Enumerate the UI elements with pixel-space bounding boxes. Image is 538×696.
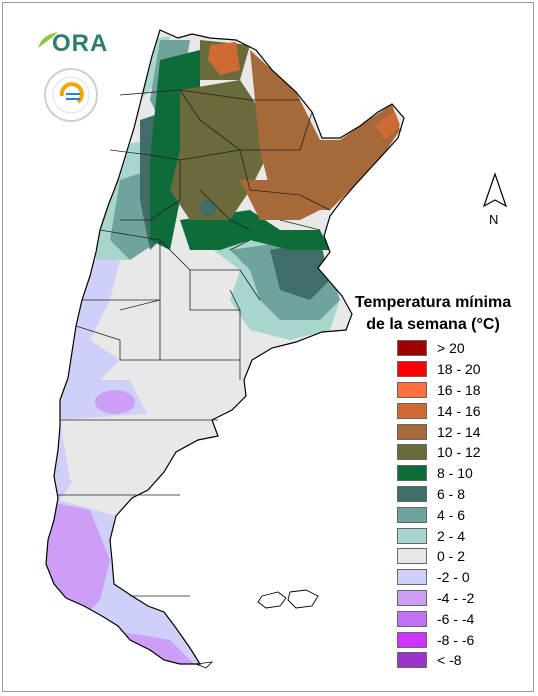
- legend-swatch: [397, 340, 427, 357]
- legend-label: 8 - 10: [437, 465, 473, 482]
- ora-logo-text: ORA: [52, 30, 109, 57]
- legend-label: 4 - 6: [437, 506, 466, 523]
- smn-seal-icon: [44, 68, 98, 122]
- legend-swatch: [397, 548, 427, 565]
- legend: > 20 18 - 20 16 - 18 14 - 16 12 - 14 10 - 12 8…: [397, 338, 481, 671]
- legend-label: -4 - -2: [437, 589, 475, 606]
- legend-label: 18 - 20: [437, 361, 481, 378]
- legend-swatch: [397, 506, 427, 523]
- legend-item: 12 - 14: [397, 421, 481, 442]
- legend-item: 4 - 6: [397, 504, 481, 525]
- legend-label: < -8: [437, 652, 462, 669]
- legend-item: > 20: [397, 338, 481, 359]
- legend-swatch: [397, 589, 427, 606]
- legend-swatch: [397, 402, 427, 419]
- legend-swatch: [397, 610, 427, 627]
- legend-swatch: [397, 444, 427, 461]
- legend-label: 0 - 2: [437, 548, 466, 565]
- north-arrow-icon: [482, 172, 508, 208]
- legend-swatch: [397, 423, 427, 440]
- legend-swatch: [397, 631, 427, 648]
- legend-swatch: [397, 569, 427, 586]
- legend-label: 10 - 12: [437, 444, 481, 461]
- malvinas-islands: [257, 589, 319, 609]
- legend-item: 10 - 12: [397, 442, 481, 463]
- legend-title-line2: de la semana (°C): [366, 316, 500, 333]
- legend-item: 14 - 16: [397, 400, 481, 421]
- north-label: N: [489, 212, 499, 227]
- legend-item: -2 - 0: [397, 567, 481, 588]
- legend-label: 6 - 8: [437, 485, 466, 502]
- legend-label: 12 - 14: [437, 423, 481, 440]
- legend-label: 2 - 4: [437, 527, 466, 544]
- legend-item: 8 - 10: [397, 463, 481, 484]
- legend-item: < -8: [397, 650, 481, 671]
- legend-label: 14 - 16: [437, 402, 481, 419]
- legend-swatch: [397, 361, 427, 378]
- legend-label: -6 - -4: [437, 610, 475, 627]
- legend-item: 16 - 18: [397, 380, 481, 401]
- legend-item: -6 - -4: [397, 608, 481, 629]
- legend-item: 2 - 4: [397, 525, 481, 546]
- legend-title-line1: Temperatura mínima: [354, 294, 512, 311]
- legend-label: -8 - -6: [437, 631, 475, 648]
- legend-label: > 20: [437, 340, 465, 357]
- legend-label: -2 - 0: [437, 569, 470, 586]
- legend-swatch: [397, 652, 427, 669]
- legend-swatch: [397, 485, 427, 502]
- legend-swatch: [397, 381, 427, 398]
- legend-label: 16 - 18: [437, 381, 481, 398]
- legend-item: 6 - 8: [397, 484, 481, 505]
- legend-item: -8 - -6: [397, 629, 481, 650]
- legend-swatch: [397, 465, 427, 482]
- legend-item: 0 - 2: [397, 546, 481, 567]
- legend-swatch: [397, 527, 427, 544]
- legend-item: -4 - -2: [397, 588, 481, 609]
- legend-title: Temperatura mínima de la semana (°C): [338, 292, 528, 336]
- ora-leaf-icon: [38, 32, 58, 48]
- legend-item: 18 - 20: [397, 359, 481, 380]
